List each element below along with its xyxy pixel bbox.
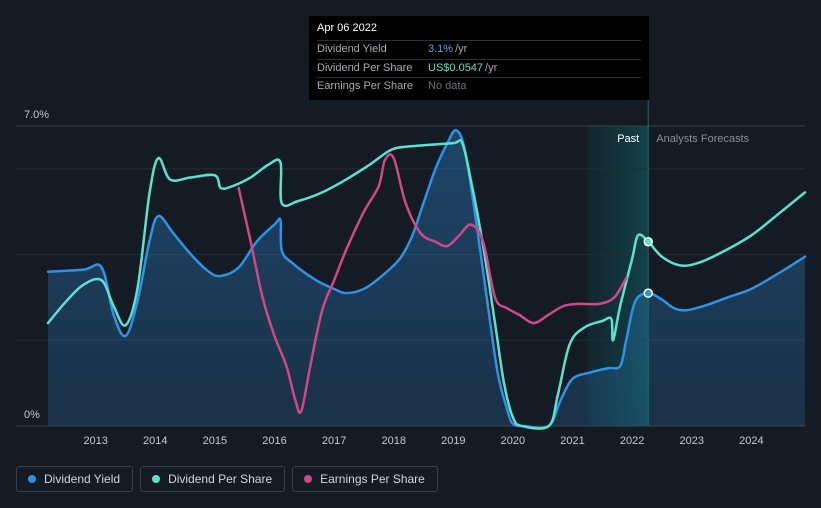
tooltip-unit: /yr xyxy=(455,43,468,55)
x-tick-label: 2019 xyxy=(441,435,465,447)
dividend-yield-marker xyxy=(643,288,653,298)
dividend-per-share-marker xyxy=(643,236,653,247)
legend-dividend-per-share[interactable]: Dividend Per Share xyxy=(140,466,286,492)
x-tick-label: 2023 xyxy=(680,435,704,447)
legend-dividend-yield[interactable]: Dividend Yield xyxy=(16,466,134,492)
tooltip-row-dividend-yield: Dividend Yield 3.1%/yr xyxy=(317,40,641,59)
x-tick-label: 2022 xyxy=(620,435,644,447)
dividend-yield-area xyxy=(48,130,805,429)
tooltip-unit: /yr xyxy=(485,61,498,74)
x-tick-label: 2015 xyxy=(203,435,227,447)
legend-earnings-per-share[interactable]: Earnings Per Share xyxy=(292,466,438,492)
x-tick-label: 2016 xyxy=(262,435,286,447)
tooltip-row-earnings-per-share: Earnings Per Share No data xyxy=(317,77,641,96)
x-tick-label: 2018 xyxy=(381,435,405,447)
dividend-yield-line xyxy=(46,128,807,430)
legend-dot-icon xyxy=(152,475,161,483)
x-tick-label: 2014 xyxy=(143,435,167,447)
legend-dot-icon xyxy=(304,475,313,483)
forecast-label: Analysts Forecasts xyxy=(656,133,749,145)
x-tick-label: 2020 xyxy=(501,435,525,447)
past-label: Past xyxy=(617,133,639,145)
tooltip-label: Dividend Per Share xyxy=(317,61,413,74)
x-tick-label: 2013 xyxy=(83,435,107,447)
y-axis-label-top: 7.0% xyxy=(24,109,49,121)
x-tick-label: 2021 xyxy=(560,435,584,447)
legend-label: Dividend Per Share xyxy=(168,472,273,486)
dividend-per-share-line xyxy=(46,138,807,430)
tooltip-value: No data xyxy=(428,80,467,92)
x-tick-label: 2017 xyxy=(322,435,346,447)
x-tick-label: 2024 xyxy=(739,435,763,447)
tooltip-date: Apr 06 2022 xyxy=(317,22,377,34)
chart-legend: Dividend Yield Dividend Per Share Earnin… xyxy=(16,466,438,492)
tooltip-row-dividend-per-share: Dividend Per Share US$0.0547/yr xyxy=(317,58,641,78)
earnings-per-share-line xyxy=(237,153,628,415)
y-axis-label-zero: 0% xyxy=(24,409,40,421)
legend-label: Earnings Per Share xyxy=(320,472,425,486)
tooltip-value: US$0.0547 xyxy=(428,61,484,74)
tooltip-label: Dividend Yield xyxy=(317,43,387,55)
tooltip-label: Earnings Per Share xyxy=(317,80,413,92)
tooltip-value: 3.1% xyxy=(428,43,454,55)
legend-label: Dividend Yield xyxy=(44,472,121,486)
legend-dot-icon xyxy=(28,475,36,483)
chart-tooltip: Apr 06 2022 Dividend Yield 3.1%/yr Divid… xyxy=(309,16,649,100)
